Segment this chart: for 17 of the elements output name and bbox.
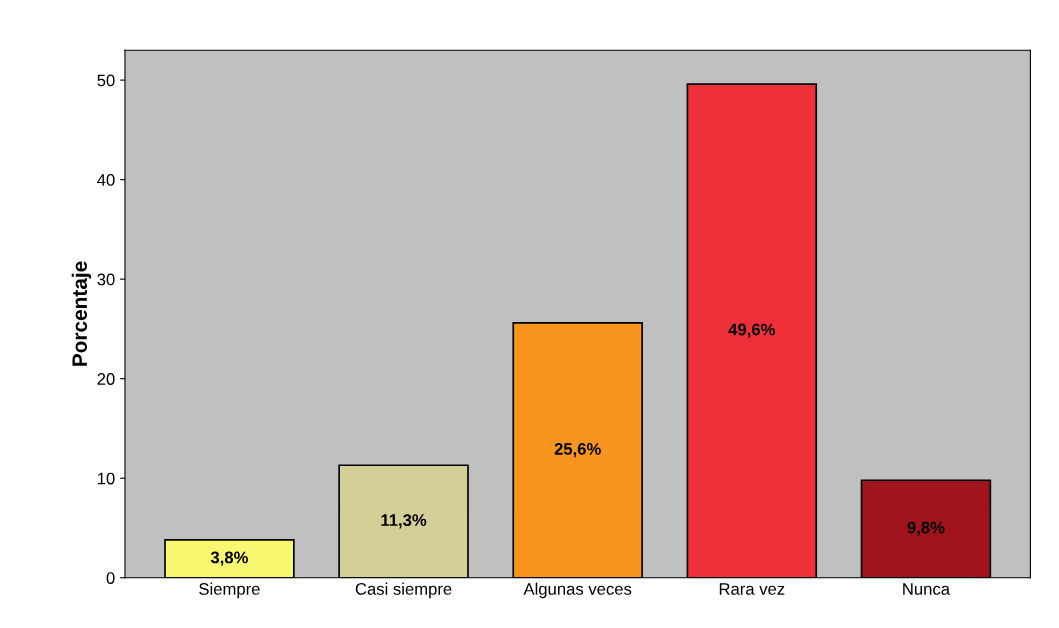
data-label: 25,6% <box>554 443 601 458</box>
x-tick-label: Rara vez <box>719 583 785 595</box>
data-label: 49,6% <box>728 323 775 338</box>
data-label: 11,3% <box>381 514 427 529</box>
x-tick-label: Siempre <box>199 582 260 599</box>
x-tick-label: Algunas veces <box>523 582 632 599</box>
data-label: 9,8% <box>907 521 945 536</box>
y-tick-label: 10 <box>97 472 115 485</box>
y-tick-label: 0 <box>106 572 115 584</box>
y-axis-title: Porcentaje <box>71 261 92 366</box>
y-tick-label: 50 <box>97 74 115 87</box>
y-tick-label: 30 <box>97 273 115 286</box>
y-tick-label: 40 <box>97 174 115 186</box>
data-label: 3,8% <box>210 551 248 566</box>
x-tick-label: Nunca <box>903 583 951 595</box>
y-tick-label: 20 <box>97 373 115 385</box>
x-tick-label: Casi siempre <box>355 582 452 599</box>
